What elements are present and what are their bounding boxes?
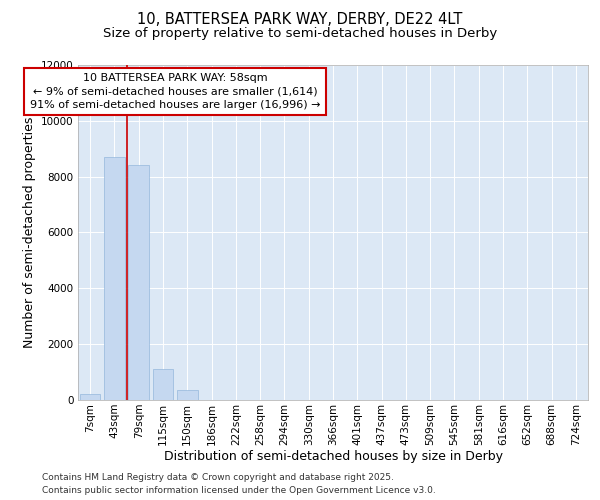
Bar: [128, 166, 149, 400]
X-axis label: Distribution of semi-detached houses by size in Derby: Distribution of semi-detached houses by …: [163, 450, 503, 464]
Text: Size of property relative to semi-detached houses in Derby: Size of property relative to semi-detach…: [103, 28, 497, 40]
Text: 10, BATTERSEA PARK WAY, DERBY, DE22 4LT: 10, BATTERSEA PARK WAY, DERBY, DE22 4LT: [137, 12, 463, 28]
Text: Contains public sector information licensed under the Open Government Licence v3: Contains public sector information licen…: [42, 486, 436, 495]
Text: 10 BATTERSEA PARK WAY: 58sqm
← 9% of semi-detached houses are smaller (1,614)
91: 10 BATTERSEA PARK WAY: 58sqm ← 9% of sem…: [30, 74, 320, 110]
Bar: [177, 390, 197, 400]
Bar: [152, 370, 173, 400]
Y-axis label: Number of semi-detached properties: Number of semi-detached properties: [23, 117, 35, 348]
Text: Contains HM Land Registry data © Crown copyright and database right 2025.: Contains HM Land Registry data © Crown c…: [42, 472, 394, 482]
Bar: [104, 157, 125, 400]
Bar: [80, 394, 100, 400]
